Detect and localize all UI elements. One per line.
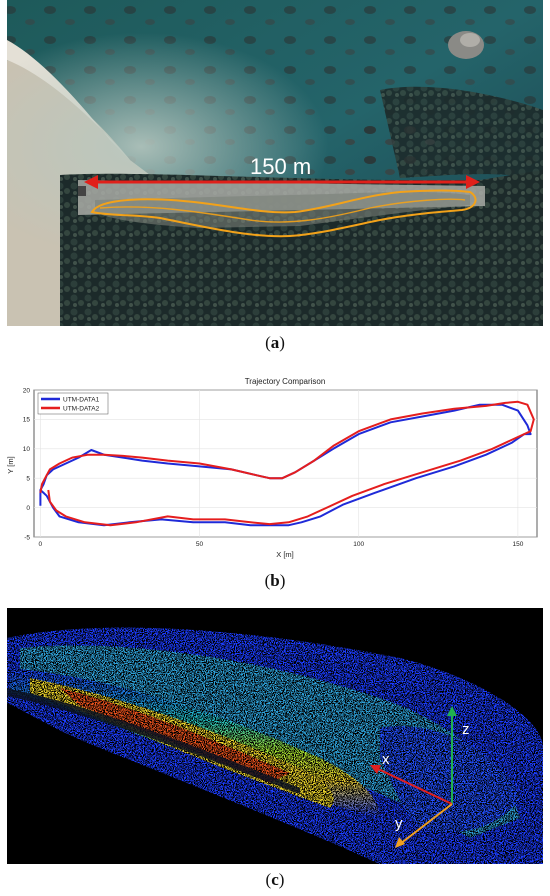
caption-a: (a) bbox=[265, 333, 285, 352]
y-tick-label: 0 bbox=[26, 505, 30, 512]
caption-c: (c) bbox=[265, 870, 285, 889]
trajectory-loop bbox=[90, 189, 477, 238]
x-tick-label: 0 bbox=[39, 541, 43, 548]
y-tick-label: 10 bbox=[23, 446, 31, 453]
panel-a-satellite-image: 150 m bbox=[7, 0, 543, 326]
caption-b: (b) bbox=[264, 571, 286, 590]
legend: UTM-DATA1 UTM-DATA2 bbox=[37, 392, 109, 415]
panel-b-trajectory-chart: 0 50 100 150 -5 0 5 10 15 20 Trajectory Compariso… bbox=[6, 377, 538, 559]
legend-label-utm-data1: UTM-DATA1 bbox=[63, 397, 100, 404]
y-axis-label: Y [m] bbox=[6, 456, 15, 473]
x-axis-label: X [m] bbox=[276, 550, 294, 559]
legend-label-utm-data2: UTM-DATA2 bbox=[63, 406, 100, 413]
panel-c-point-cloud: z x y bbox=[7, 608, 543, 864]
coordinate-axes: z x y bbox=[370, 706, 470, 848]
y-tick-label: 20 bbox=[23, 387, 31, 394]
y-axis-arrow bbox=[399, 803, 453, 845]
x-tick-label: 50 bbox=[196, 541, 204, 548]
y-tick-label: -5 bbox=[24, 534, 30, 541]
x-axis-label-3d: x bbox=[382, 751, 390, 768]
x-tick-label: 100 bbox=[353, 541, 364, 548]
series-line-utm-data2 bbox=[39, 400, 535, 527]
y-tick-label: 5 bbox=[26, 476, 30, 483]
z-axis-label: z bbox=[462, 721, 470, 738]
x-tick-label: 150 bbox=[512, 541, 523, 548]
chart-title: Trajectory Comparison bbox=[245, 377, 326, 386]
scale-label: 150 m bbox=[250, 154, 311, 179]
x-axis-arrow bbox=[375, 767, 453, 805]
y-axis-label-3d: y bbox=[395, 815, 403, 832]
y-tick-label: 15 bbox=[23, 417, 31, 424]
